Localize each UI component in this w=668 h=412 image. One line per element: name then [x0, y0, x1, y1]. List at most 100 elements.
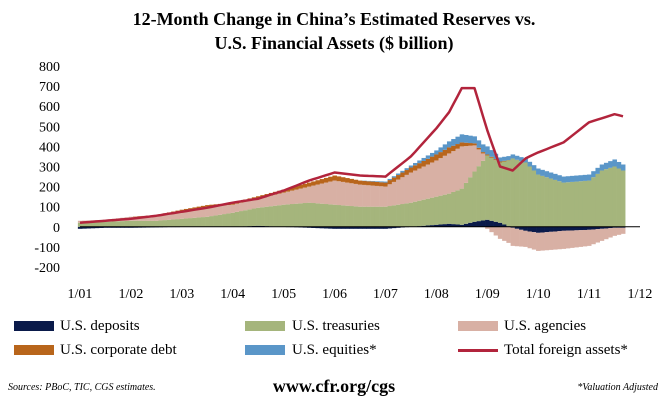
bar-u-s-treasuries: [256, 207, 261, 226]
bar-u-s-deposits: [591, 226, 596, 230]
bar-u-s-treasuries: [383, 206, 388, 227]
bar-u-s-agencies: [328, 181, 333, 205]
bar-u-s-treasuries: [166, 219, 172, 227]
bar-u-s-agencies: [489, 226, 494, 233]
bar-u-s-deposits: [616, 226, 622, 228]
bar-u-s-deposits: [120, 226, 125, 228]
bar-u-s-deposits: [586, 226, 592, 230]
bar-u-s-agencies: [298, 188, 304, 204]
bar-u-s-treasuries: [158, 220, 164, 227]
bar-u-s-corporate-debt: [417, 163, 422, 169]
bar-u-s-agencies: [230, 204, 236, 213]
bar-u-s-agencies: [595, 229, 600, 243]
bar-u-s-corporate-debt: [434, 154, 439, 161]
bar-u-s-corporate-debt: [192, 207, 197, 209]
bar-u-s-agencies: [162, 214, 168, 221]
bar-u-s-deposits: [548, 226, 554, 232]
bar-u-s-corporate-debt: [425, 158, 431, 165]
bar-u-s-treasuries: [557, 181, 562, 227]
bar-u-s-corporate-debt: [188, 208, 193, 210]
bar-u-s-agencies: [459, 146, 465, 189]
bar-u-s-agencies: [200, 207, 206, 218]
bar-u-s-agencies: [620, 227, 626, 234]
bar-u-s-treasuries: [519, 161, 524, 227]
bar-u-s-corporate-debt: [175, 210, 180, 212]
bar-u-s-deposits: [489, 220, 494, 227]
bar-u-s-agencies: [171, 212, 176, 220]
bar-u-s-equities: [514, 155, 520, 160]
bar-u-s-corporate-debt: [366, 181, 371, 186]
bar-u-s-deposits: [603, 226, 609, 229]
bar-u-s-agencies: [561, 230, 567, 249]
bar-u-s-agencies: [290, 190, 295, 205]
bar-u-s-treasuries: [544, 177, 550, 227]
bar-u-s-agencies: [582, 229, 588, 247]
bar-u-s-deposits: [256, 225, 261, 227]
bar-u-s-agencies: [400, 177, 405, 205]
bar-u-s-corporate-debt: [362, 180, 367, 185]
bar-u-s-treasuries: [171, 219, 176, 227]
bar-u-s-deposits: [99, 226, 104, 228]
bar-u-s-agencies: [383, 186, 388, 207]
bar-u-s-treasuries: [540, 175, 545, 227]
bar-u-s-agencies: [323, 182, 329, 205]
bar-u-s-deposits: [497, 222, 503, 227]
bar-u-s-corporate-debt: [497, 161, 503, 163]
bar-u-s-agencies: [340, 181, 346, 206]
bar-u-s-treasuries: [133, 220, 138, 227]
bar-u-s-equities: [612, 159, 617, 167]
bar-u-s-deposits: [116, 226, 121, 228]
bar-u-s-equities: [502, 156, 507, 161]
bar-u-s-agencies: [285, 191, 291, 205]
bar-u-s-treasuries: [90, 222, 96, 227]
bar-u-s-treasuries: [362, 206, 367, 227]
bar-u-s-treasuries: [285, 204, 291, 227]
bar-u-s-agencies: [425, 164, 431, 199]
bar-u-s-deposits: [383, 226, 388, 229]
bar-u-s-corporate-debt: [183, 208, 189, 211]
bar-u-s-corporate-debt: [459, 142, 465, 147]
bar-u-s-agencies: [514, 228, 520, 247]
bar-u-s-treasuries: [150, 220, 155, 227]
bar-u-s-agencies: [209, 206, 214, 217]
bar-u-s-agencies: [239, 202, 244, 212]
bar-u-s-equities: [544, 171, 550, 178]
bar-u-s-agencies: [370, 185, 376, 207]
bar-u-s-agencies: [430, 162, 435, 198]
bar-u-s-deposits: [476, 221, 482, 227]
bar-u-s-agencies: [553, 231, 558, 250]
bar-u-s-deposits: [124, 226, 130, 228]
bar-u-s-agencies: [213, 206, 219, 216]
bar-u-s-deposits: [94, 226, 100, 229]
bar-u-s-corporate-debt: [306, 182, 312, 187]
y-tick-label: 500: [39, 120, 60, 135]
bar-u-s-treasuries: [485, 155, 490, 220]
x-tick-label: 1/09: [475, 287, 500, 302]
bar-u-s-treasuries: [111, 221, 117, 227]
bar-u-s-equities: [485, 146, 490, 155]
bar-u-s-treasuries: [391, 205, 397, 227]
bar-u-s-agencies: [362, 184, 367, 207]
bar-u-s-equities: [383, 181, 388, 183]
bar-u-s-treasuries: [472, 171, 477, 222]
bar-u-s-treasuries: [188, 218, 193, 227]
bar-u-s-corporate-debt: [485, 154, 490, 156]
bar-u-s-deposits: [396, 226, 401, 228]
bar-u-s-agencies: [404, 174, 410, 204]
bar-u-s-treasuries: [294, 203, 299, 227]
bar-u-s-equities: [523, 158, 528, 163]
bar-u-s-equities: [480, 144, 486, 153]
bar-u-s-corporate-debt: [209, 204, 214, 207]
bar-u-s-treasuries: [570, 181, 575, 227]
bar-u-s-treasuries: [366, 206, 371, 227]
bar-u-s-agencies: [315, 184, 320, 204]
bar-u-s-deposits: [362, 226, 367, 229]
bar-u-s-agencies: [247, 200, 253, 210]
bar-u-s-treasuries: [99, 221, 104, 227]
bar-u-s-deposits: [463, 223, 469, 227]
bar-u-s-agencies: [192, 208, 197, 218]
bar-u-s-treasuries: [116, 221, 121, 227]
bar-u-s-treasuries: [234, 211, 240, 227]
bar-u-s-treasuries: [141, 220, 147, 227]
